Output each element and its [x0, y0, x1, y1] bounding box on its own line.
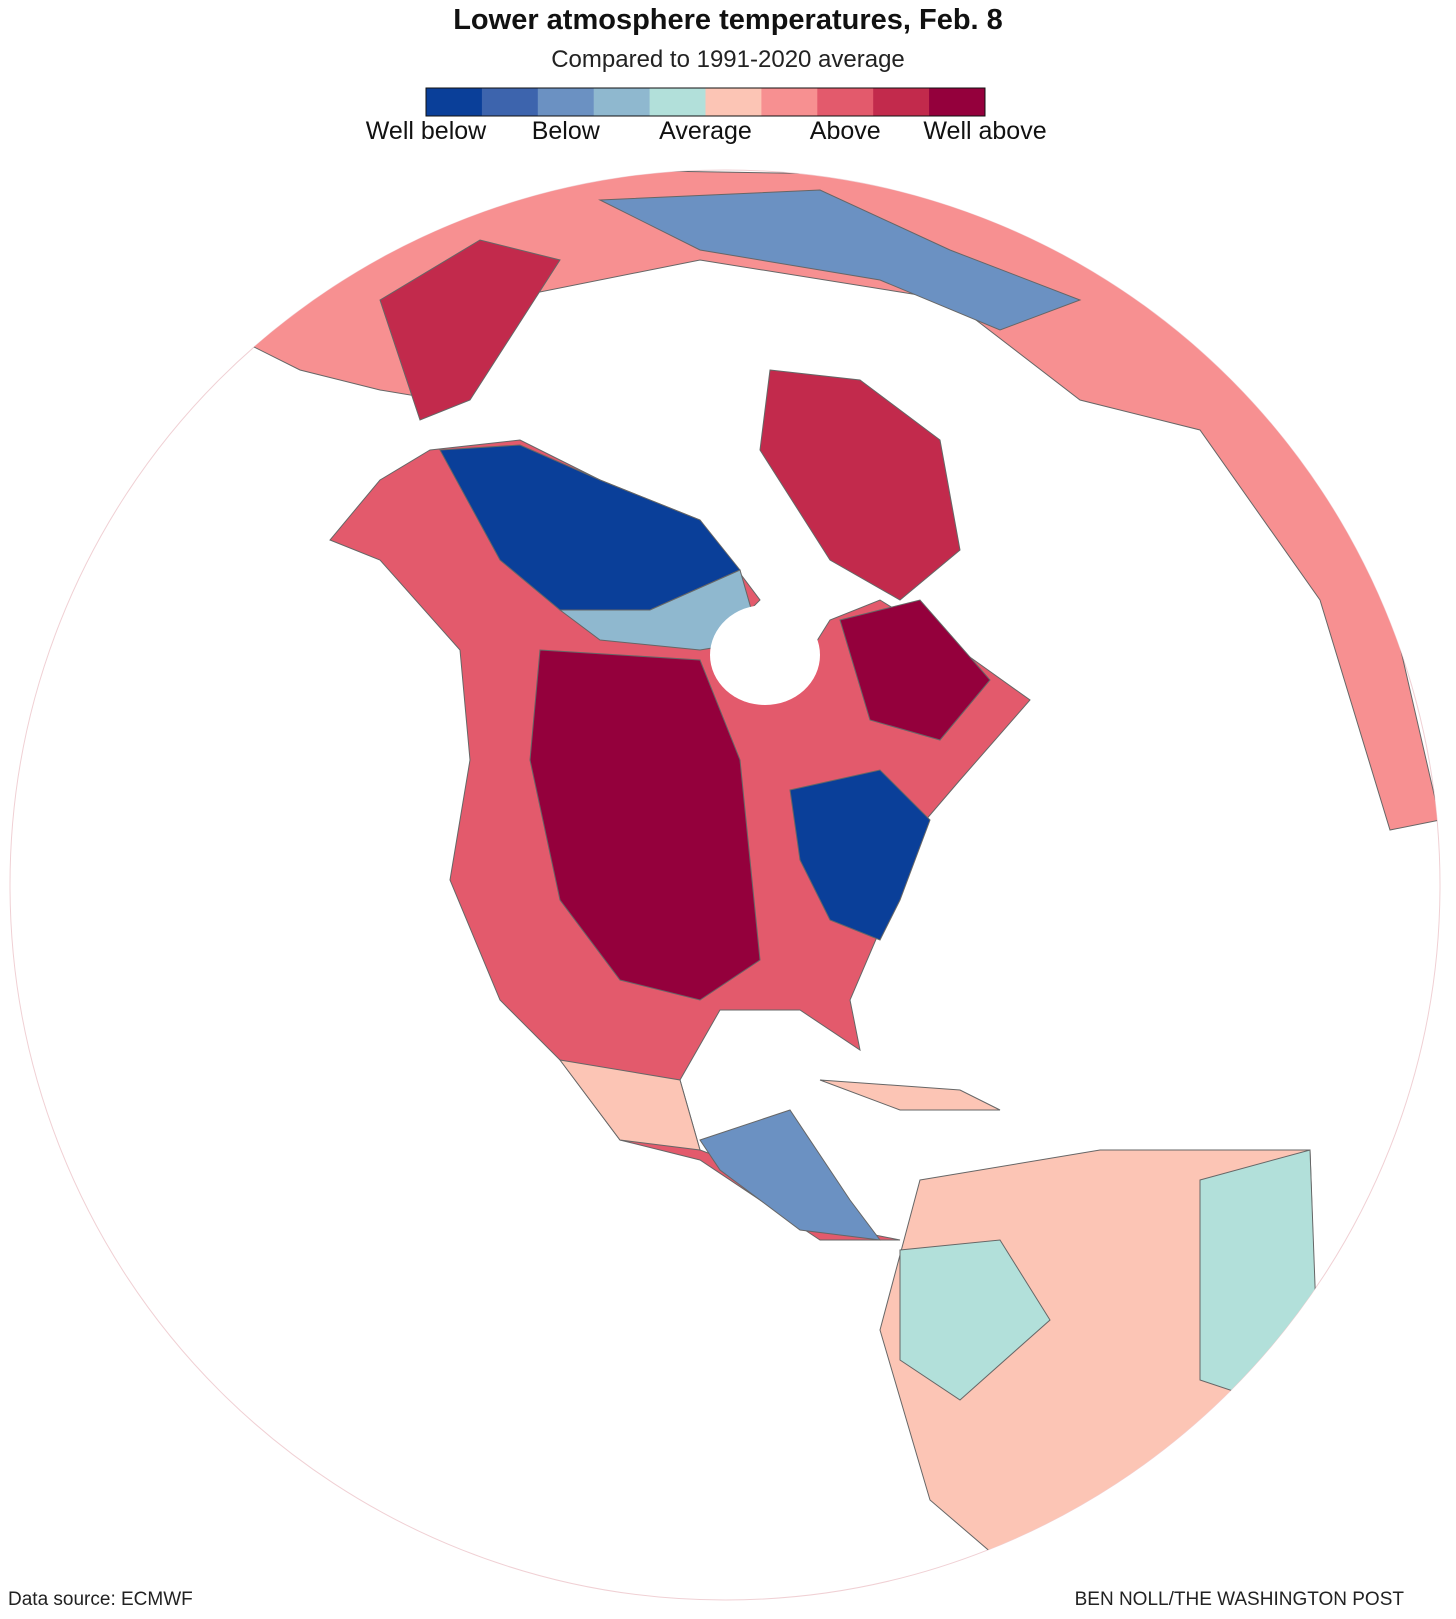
legend-swatch: [649, 88, 706, 116]
legend-swatch: [873, 88, 930, 116]
legend-label: Well above: [923, 117, 1046, 145]
legend-label: Well below: [366, 117, 487, 145]
northeast-cold: [789, 769, 931, 941]
quebec-warm: [839, 599, 991, 741]
legend-swatch: [593, 88, 651, 116]
legend-swatch: [705, 88, 762, 116]
south-america-avg: [899, 1239, 1051, 1401]
legend-label: Average: [659, 117, 752, 145]
legend-swatch: [929, 88, 986, 116]
caribbean: [819, 1079, 1001, 1111]
title: Lower atmosphere temperatures, Feb. 8: [453, 4, 1003, 36]
subtitle: Compared to 1991-2020 average: [551, 46, 905, 73]
greenland: [759, 369, 961, 601]
legend: Well below Below Average Above Well above: [366, 87, 1047, 145]
europe-cool: [598, 189, 1082, 331]
scandinavia-warm: [379, 239, 561, 421]
legend-frame: [425, 87, 986, 117]
source: Data source: ECMWF: [8, 1589, 193, 1610]
mexico: [558, 1059, 701, 1151]
legend-swatch: [426, 88, 483, 116]
central-america: [699, 1109, 882, 1241]
legend-swatch: [481, 88, 539, 116]
land: [239, 170, 1440, 1561]
legend-label: Above: [810, 117, 881, 145]
legend-label: Below: [532, 117, 601, 145]
plains-warm: [529, 649, 761, 1001]
legend-swatch: [761, 88, 818, 116]
legend-swatch: [537, 88, 595, 116]
legend-swatch: [817, 88, 874, 116]
hudson-bay: [710, 605, 820, 705]
brazil-avg: [1199, 1149, 1321, 1421]
credit: BEN NOLL/THE WASHINGTON POST: [1074, 1589, 1404, 1610]
